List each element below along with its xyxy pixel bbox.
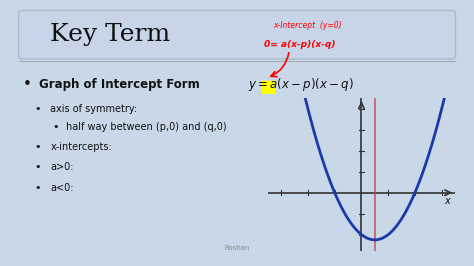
- Text: Graph of Intercept Form: Graph of Intercept Form: [39, 78, 200, 91]
- Text: •: •: [35, 142, 41, 152]
- Text: Key Term: Key Term: [50, 23, 171, 46]
- FancyBboxPatch shape: [262, 81, 275, 94]
- Text: •: •: [35, 104, 41, 114]
- Text: a<0:: a<0:: [50, 183, 74, 193]
- Text: x: x: [444, 196, 450, 206]
- Text: axis of symmetry:: axis of symmetry:: [50, 104, 137, 114]
- Text: half way between (p,0) and (q,0): half way between (p,0) and (q,0): [66, 122, 227, 132]
- Text: Roshan: Roshan: [224, 245, 250, 251]
- Text: •: •: [35, 163, 41, 172]
- Text: 0= a(x-p)(x-q): 0= a(x-p)(x-q): [264, 40, 336, 49]
- Text: x-intercepts:: x-intercepts:: [50, 142, 112, 152]
- Text: •: •: [35, 183, 41, 193]
- FancyBboxPatch shape: [18, 10, 456, 59]
- Text: $y = a(x-p)(x-q)$: $y = a(x-p)(x-q)$: [248, 77, 354, 93]
- Text: •: •: [53, 122, 59, 132]
- Text: a>0:: a>0:: [50, 163, 74, 172]
- Text: x-Intercept  (y=0): x-Intercept (y=0): [273, 21, 342, 30]
- Text: •: •: [23, 77, 32, 92]
